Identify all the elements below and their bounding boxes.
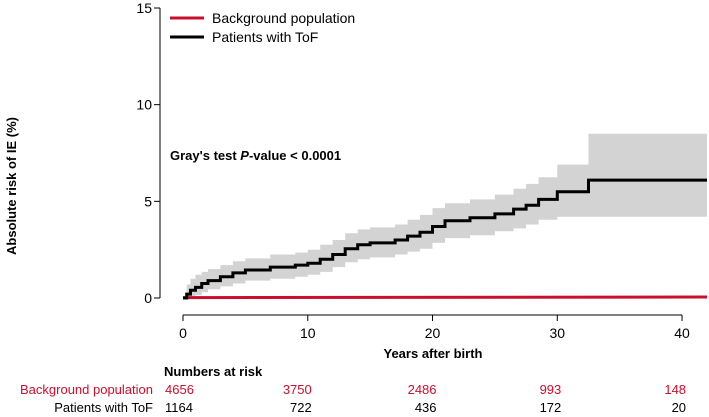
x-tick-label: 30	[549, 325, 565, 341]
legend-label-1: Patients with ToF	[212, 29, 318, 45]
confidence-band-1	[183, 133, 707, 298]
x-tick-label: 10	[300, 325, 316, 341]
legend: Background population Patients with ToF	[170, 10, 355, 45]
x-axis-title: Years after birth	[384, 346, 483, 361]
risk-value: 2486	[408, 382, 437, 397]
y-tick-label: 10	[136, 97, 152, 113]
risk-value: 3750	[283, 382, 312, 397]
risk-value: 993	[540, 382, 562, 397]
grays-test-annotation: Gray's test P-value < 0.0001	[170, 148, 341, 163]
x-tick-label: 20	[425, 325, 441, 341]
y-tick-label: 5	[144, 193, 152, 209]
axes-layer: 0 5 10 15 0 10 20 30 40	[136, 0, 690, 341]
series-line-1	[183, 178, 707, 300]
x-tick-label: 40	[674, 325, 690, 341]
risk-value: 1164	[165, 400, 193, 415]
risk-row-label-0: Background population	[20, 382, 153, 397]
numbers-at-risk-title: Numbers at risk	[164, 364, 263, 379]
x-tick-label: 0	[179, 325, 187, 341]
risk-row-label-1: Patients with ToF	[54, 400, 153, 415]
risk-value: 172	[540, 400, 562, 415]
series-line-0	[182, 295, 708, 300]
risk-value: 20	[672, 400, 686, 415]
confidence-band-layer	[183, 133, 707, 298]
risk-value: 436	[415, 400, 437, 415]
risk-value: 4656	[165, 382, 194, 397]
series-line-layer	[182, 178, 708, 300]
risk-value: 722	[290, 400, 312, 415]
y-axis-title: Absolute risk of IE (%)	[4, 117, 19, 255]
y-tick-label: 15	[136, 0, 152, 16]
y-tick-label: 0	[144, 290, 152, 306]
legend-label-0: Background population	[212, 10, 355, 26]
risk-value: 148	[664, 382, 686, 397]
numbers-at-risk-table: Background population 4656 3750 2486 993 148 P…	[20, 382, 686, 415]
